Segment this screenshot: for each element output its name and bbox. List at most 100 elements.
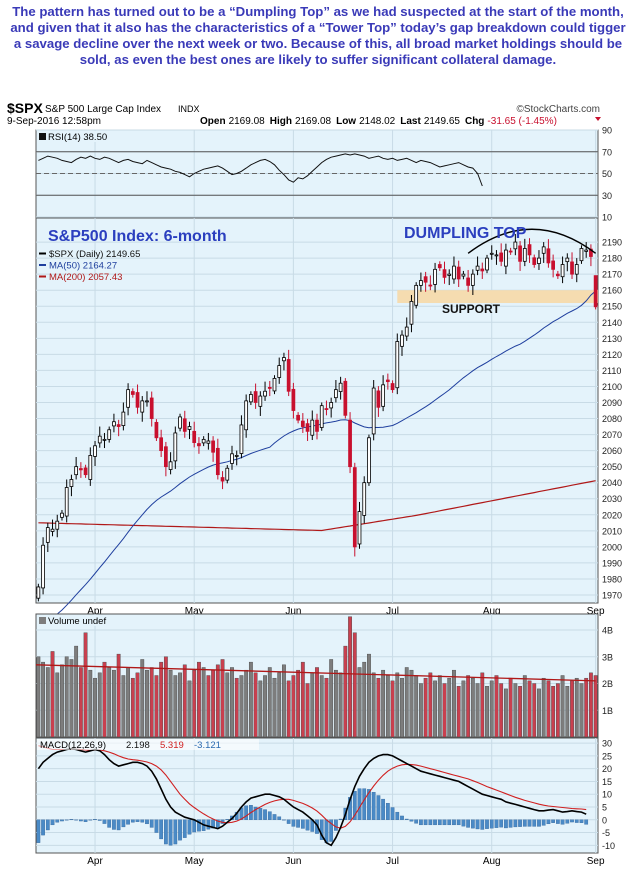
candle-body [291, 388, 296, 411]
macd-histogram-bar [45, 819, 50, 831]
candle-body [45, 527, 50, 543]
macd-histogram-bar [267, 811, 272, 820]
candle-body [182, 418, 187, 432]
candle-body [560, 264, 565, 278]
macd-histogram-bar [159, 819, 164, 840]
macd-histogram-bar [126, 819, 130, 825]
volume-bar [60, 664, 64, 738]
macd-histogram-bar [107, 819, 112, 828]
y-tick-label: 2030 [602, 494, 622, 504]
volume-bar [442, 683, 447, 738]
macd-histogram-bar [291, 819, 296, 827]
candle-body [107, 429, 112, 440]
candle-body [485, 257, 489, 271]
volume-bar [41, 661, 45, 738]
volume-bar [418, 683, 423, 738]
price-legend-item: MA(50) 2164.27 [49, 261, 117, 272]
volume-bar [45, 667, 50, 738]
price-panel: 2190 2180 2170 2160 2150 2140 2130 2120 2110 2100… [35, 217, 622, 628]
volume-bar [532, 683, 537, 738]
exchange-label: INDX [178, 104, 200, 114]
volume-bar [485, 685, 489, 738]
macd-histogram-bar [400, 815, 404, 820]
candle-body [352, 467, 357, 548]
candle-body [130, 391, 135, 395]
index-name: S&P 500 Large Cap Index [45, 104, 161, 115]
macd-panel: 30 25 20 15 10 5 0 -5 -10 MACD(12,26,9) 2.198 5.319… [35, 737, 615, 867]
volume-bar [78, 667, 83, 738]
macd-histogram-bar [112, 819, 116, 830]
macd-histogram-bar [145, 819, 149, 825]
candle-body [461, 273, 466, 277]
candle-body [400, 334, 404, 347]
chg-label: Chg [465, 116, 484, 127]
y-tick-label: 70 [602, 147, 612, 157]
low-label: Low [336, 116, 356, 127]
candle-body [447, 273, 452, 276]
y-tick-label: 2170 [602, 270, 622, 280]
macd-histogram-bar [522, 819, 527, 827]
macd-histogram-bar [93, 819, 97, 820]
y-tick-label: 10 [602, 213, 612, 223]
volume-bar [300, 661, 305, 738]
volume-bar [518, 685, 522, 738]
macd-histogram-bar [447, 819, 452, 826]
macd-histogram-bar [527, 819, 532, 827]
macd-value: 2.198 [126, 740, 150, 751]
candle-body [234, 455, 239, 457]
volume-bar [513, 683, 518, 738]
volume-bar [593, 675, 598, 738]
macd-histogram-bar [579, 819, 584, 823]
volume-bar [83, 632, 88, 738]
volume-bar [69, 659, 74, 738]
macd-histogram-bar [390, 807, 395, 820]
x-axis-label: Sep [587, 856, 605, 867]
candle-body [385, 379, 390, 383]
volume-bar [381, 669, 386, 738]
candle-body [343, 380, 348, 416]
macd-histogram-bar [570, 819, 574, 823]
candle-body [381, 384, 385, 407]
volume-bar [329, 659, 334, 738]
open-value: 2169.08 [229, 116, 266, 127]
volume-bar [140, 659, 145, 738]
volume-bar [348, 616, 352, 738]
macd-histogram-bar [253, 806, 258, 820]
volume-bar [215, 664, 220, 738]
volume-bar [230, 667, 234, 738]
macd-histogram-bar [88, 819, 93, 821]
macd-histogram-bar [574, 819, 579, 823]
y-tick-label: 2150 [602, 302, 622, 312]
candle-body [149, 397, 154, 419]
y-tick-label: 50 [602, 169, 612, 179]
y-tick-label: 90 [602, 126, 612, 136]
macd-histogram-bar [79, 819, 83, 822]
candle-body [470, 273, 475, 286]
dumpling-top-arc [467, 228, 597, 254]
y-tick-label: 2100 [602, 382, 622, 392]
macd-histogram-bar [296, 819, 300, 828]
candle-body [277, 365, 282, 378]
y-tick-label: 2010 [602, 526, 622, 536]
candle-body [419, 280, 423, 286]
volume-bar [508, 677, 513, 738]
rsi-legend-swatch [39, 133, 46, 140]
volume-bar [267, 667, 272, 738]
candle-body [433, 268, 437, 285]
volume-bar [286, 680, 291, 738]
low-value: 2148.02 [359, 116, 396, 127]
y-tick-label: 2040 [602, 478, 622, 488]
macd-histogram-bar [541, 819, 546, 826]
macd-histogram-bar [537, 819, 541, 827]
y-tick-label: 1980 [602, 574, 622, 584]
macd-histogram-bar [182, 819, 187, 838]
candle-body [211, 440, 215, 453]
macd-histogram-bar [258, 808, 263, 820]
volume-bar [253, 672, 258, 738]
y-tick-label: 2160 [602, 286, 622, 296]
volume-bar [357, 667, 362, 738]
candle-body [546, 248, 551, 264]
volume-bar [192, 669, 197, 738]
y-tick-label: 1990 [602, 558, 622, 568]
candle-body [50, 528, 55, 532]
